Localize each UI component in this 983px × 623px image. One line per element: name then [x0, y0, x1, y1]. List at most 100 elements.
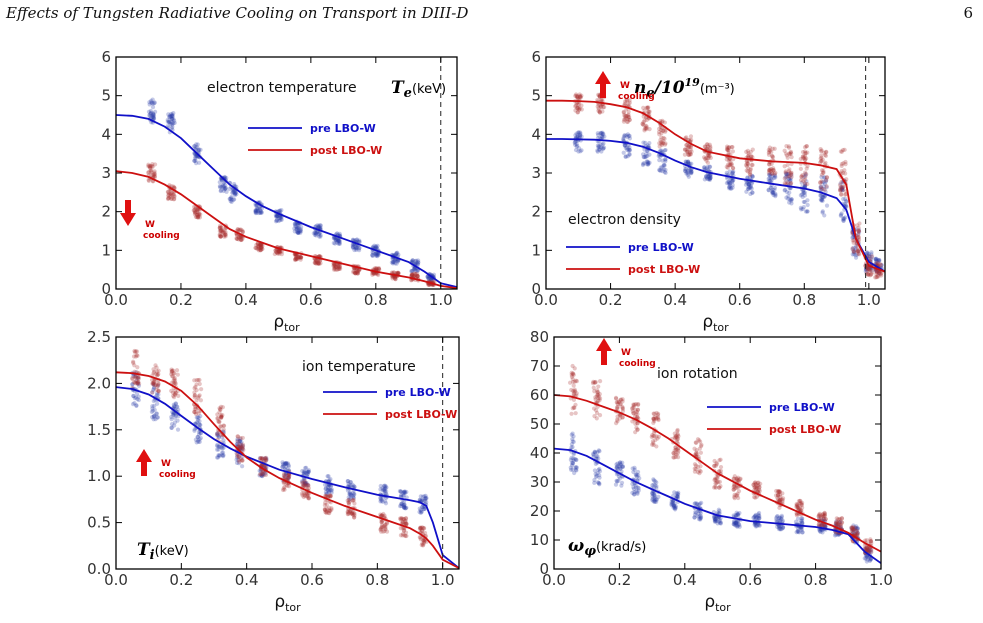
data-point	[731, 177, 736, 183]
data-point	[597, 482, 602, 487]
data-point	[235, 236, 240, 242]
data-point	[775, 488, 781, 494]
data-point	[198, 414, 203, 419]
data-point	[818, 197, 823, 202]
data-point	[644, 125, 649, 131]
data-point	[627, 117, 632, 123]
data-point	[705, 142, 710, 147]
data-point	[869, 255, 874, 260]
data-point	[378, 499, 383, 504]
data-point	[390, 274, 395, 279]
data-point	[864, 554, 869, 559]
data-point	[254, 242, 259, 248]
data-point	[274, 213, 279, 219]
data-point	[275, 251, 280, 256]
data-point	[198, 435, 203, 441]
data-point	[705, 152, 710, 157]
data-point	[196, 214, 201, 219]
data-point	[835, 520, 840, 525]
data-point	[328, 484, 334, 489]
data-point	[375, 243, 380, 248]
data-point	[346, 495, 351, 500]
data-point	[240, 446, 245, 451]
data-point	[393, 276, 398, 282]
data-point	[706, 177, 711, 182]
data-point	[865, 272, 871, 277]
data-point	[257, 208, 263, 213]
data-point	[331, 261, 336, 266]
data-point	[851, 527, 856, 532]
data-point	[868, 272, 874, 277]
data-point	[692, 512, 698, 517]
data-point	[699, 500, 704, 505]
data-point	[295, 255, 300, 260]
data-point	[596, 102, 601, 108]
data-point	[166, 119, 172, 124]
data-point	[652, 494, 658, 499]
data-point	[419, 509, 424, 514]
data-point	[573, 464, 578, 470]
x-axis-label: ρtor	[274, 592, 301, 614]
data-point	[418, 525, 423, 530]
data-point	[671, 451, 676, 456]
data-point	[635, 402, 641, 407]
data-point	[223, 186, 228, 191]
data-point	[663, 147, 668, 153]
data-point	[217, 234, 223, 239]
data-point	[286, 475, 291, 480]
data-point	[877, 258, 882, 263]
data-point	[171, 117, 176, 122]
data-point	[404, 521, 409, 526]
data-point	[235, 454, 240, 459]
data-point	[348, 483, 353, 488]
data-point	[152, 369, 157, 374]
data-point	[799, 526, 804, 531]
data-point	[688, 152, 693, 157]
data-point	[684, 147, 689, 152]
data-point	[797, 520, 802, 526]
data-point	[698, 511, 703, 516]
data-point	[192, 144, 197, 149]
data-point	[782, 164, 787, 169]
data-point	[856, 229, 861, 234]
data-point	[573, 133, 578, 138]
data-point	[649, 434, 654, 439]
data-point	[404, 533, 409, 539]
data-point	[796, 529, 801, 534]
data-point	[400, 520, 405, 525]
data-point	[578, 131, 583, 136]
data-point	[350, 242, 355, 247]
data-point	[228, 199, 233, 204]
data-point	[423, 496, 428, 501]
data-point	[223, 232, 228, 238]
data-point	[234, 460, 240, 466]
data-point	[745, 154, 751, 159]
data-point	[675, 435, 680, 440]
data-point	[671, 502, 676, 508]
data-point	[336, 266, 342, 271]
data-point	[379, 520, 384, 525]
data-point	[298, 255, 303, 260]
data-point	[855, 223, 860, 228]
data-point	[151, 417, 156, 422]
data-point	[695, 514, 700, 519]
data-point	[757, 488, 762, 494]
data-point	[850, 246, 855, 251]
data-point	[658, 148, 663, 153]
data-point	[274, 218, 280, 223]
data-point	[298, 230, 303, 235]
data-point	[780, 524, 786, 529]
data-point	[379, 526, 384, 531]
data-point	[686, 145, 691, 150]
data-point	[615, 467, 620, 472]
data-point	[380, 488, 385, 493]
data-point	[218, 234, 223, 239]
data-point	[294, 229, 300, 234]
data-point	[192, 393, 197, 398]
data-point	[772, 185, 778, 191]
data-point	[381, 529, 386, 534]
data-point	[415, 271, 420, 276]
data-point	[803, 183, 808, 188]
data-point	[282, 474, 287, 479]
